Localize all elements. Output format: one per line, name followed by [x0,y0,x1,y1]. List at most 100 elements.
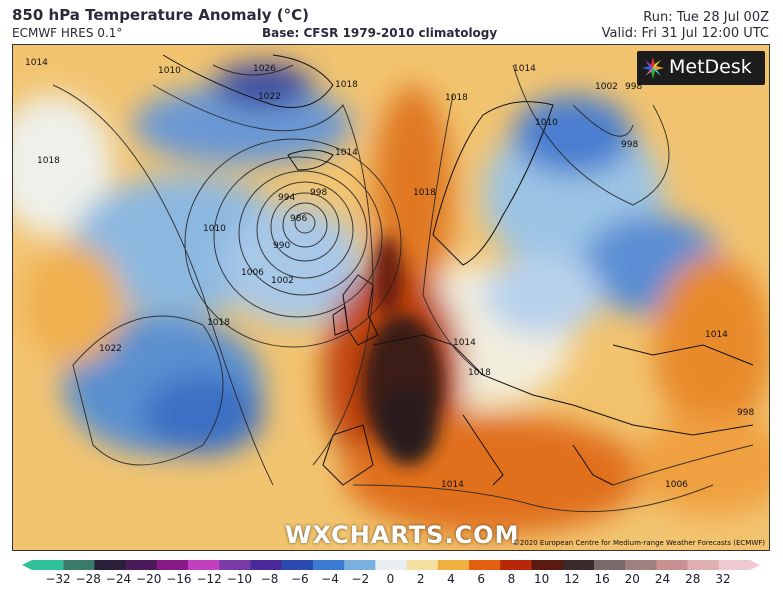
color-scale-segment [375,560,408,570]
isobar-label: 998 [625,82,642,92]
metdesk-logo: MetDesk [637,51,765,85]
britain-coast [342,274,379,346]
color-scale-tick-label: 32 [715,572,731,586]
isobar-label: 1014 [335,148,358,158]
isobar-label: 998 [621,140,638,150]
color-scale-segment [406,560,439,570]
valid-time-label: Valid: Fri 31 Jul 12:00 UTC [601,26,769,41]
color-scale-bar [22,560,760,570]
isobar-1014-south [352,484,714,513]
isobar-label: 1018 [445,93,468,103]
anomaly-field [13,63,769,535]
isobar-label: 1026 [253,64,276,74]
isobar-label: 1018 [37,156,60,166]
color-scale-tick-label: 10 [533,572,550,586]
color-scale-segment [22,560,64,570]
ireland-coast [332,306,349,336]
isobar-label: 1010 [535,118,558,128]
color-scale-segments [22,560,760,570]
isobar-label: 1018 [335,80,358,90]
color-scale-segment [562,560,595,570]
color-scale-segment [125,560,158,570]
color-scale-tick-label: −32 [45,572,71,586]
color-scale-segment [250,560,283,570]
isobar-label: 1014 [25,58,48,68]
isobar-1026 [212,64,294,76]
color-scale-segment [312,560,345,570]
color-scale-tick-label: −10 [226,572,253,586]
iberia-coast [322,424,374,486]
wxcharts-watermark: WXCHARTS.COM [285,521,520,549]
color-scale-segment [625,560,657,570]
color-scale-tick-label: 2 [416,572,425,586]
isobar-label: 998 [310,188,327,198]
isobar-1010 [184,138,402,348]
isobar-label: 1022 [258,92,281,102]
anomaly-core [363,235,443,465]
color-scale-segment [593,560,626,570]
color-scale-segment [219,560,252,570]
isobar-990 [282,202,328,248]
isobar-1002-east [572,104,634,137]
isobar-label: 986 [290,214,307,224]
isobar-1006 [213,156,383,318]
italy-coast [462,414,504,486]
color-scale-tick-label: −20 [136,572,162,586]
color-scale-segment [156,560,189,570]
color-scale-segment [500,560,532,570]
isobar-1022 [72,315,224,466]
color-scale-segment [437,560,470,570]
color-scale-tick-label: 8 [507,572,516,586]
metdesk-logo-text: MetDesk [669,56,752,78]
map-canvas: 1014 1010 1026 1022 1018 1018 1014 998 9… [13,45,769,550]
isobar-label: 1002 [271,276,294,286]
color-scale-segment [63,560,95,570]
isobar-label: 1010 [203,224,226,234]
isobar-1018-west [52,84,274,486]
base-climatology-label: Base: CFSR 1979-2010 climatology [262,26,498,40]
isobar-998-east [512,64,670,206]
balkans-coast [572,444,614,486]
continental-coast [372,334,754,436]
isobar-label: 990 [273,241,290,251]
iceland-coast [287,149,334,171]
color-scale-tick-label: −2 [351,572,370,586]
color-scale-tick-label: 0 [386,572,395,586]
color-scale-tick-label: −24 [105,572,132,586]
isobar-1002 [238,170,368,296]
isobar-1014 [152,84,374,466]
color-scale-segment [188,560,220,570]
isobar-998 [256,181,354,279]
color-scale-segment [718,560,760,570]
chart-title: 850 hPa Temperature Anomaly (°C) [12,6,309,24]
color-scale-segment [687,560,720,570]
anomaly-map: 1014 1010 1026 1022 1018 1018 1014 998 9… [12,44,770,551]
header: 850 hPa Temperature Anomaly (°C) ECMWF H… [0,0,783,44]
isobar-1018-east [422,94,484,376]
color-scale-tick-label: 6 [477,572,485,586]
color-scale-tick-label: −8 [260,572,279,586]
color-scale-segment [344,560,376,570]
color-scale-tick-label: −28 [75,572,101,586]
isobar-label: 1014 [453,338,476,348]
color-scale-tick-label: −4 [321,572,339,586]
isobar-label-group: 1014 1010 1026 1022 1018 1018 1014 998 9… [25,58,754,490]
color-scale-segment [281,560,314,570]
isobar-label: 1018 [207,318,230,328]
color-scale-segment [94,560,127,570]
isobar-1006-south [612,444,754,486]
isobar-label: 1014 [705,330,728,340]
model-label: ECMWF HRES 0.1° [12,26,123,40]
isobar-label: 1006 [665,480,688,490]
isobar-label: 1022 [99,344,122,354]
color-scale-tick-label: 24 [654,572,671,586]
run-time-label: Run: Tue 28 Jul 00Z [643,10,769,25]
isobar-label: 1018 [413,188,436,198]
coastlines [162,54,754,486]
copyright-notice: ©2020 European Centre for Medium-range W… [512,539,765,547]
isobar-994 [270,192,340,262]
isobar-label: 1002 [595,82,618,92]
color-scale-tick-label: −12 [196,572,222,586]
color-scale-tick-label: 28 [685,572,701,586]
greenland-coast [162,54,334,108]
